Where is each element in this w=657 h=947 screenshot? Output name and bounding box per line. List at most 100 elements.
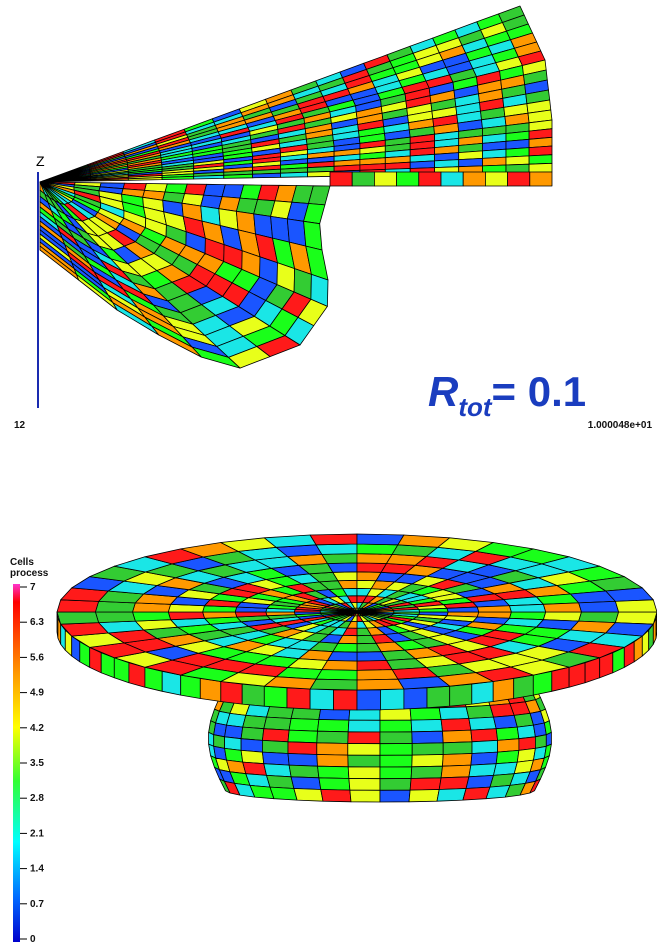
mesh-cell [181, 675, 201, 698]
mesh-cell [288, 754, 318, 767]
mesh-cell [348, 720, 380, 732]
mesh-cell [235, 612, 267, 617]
mesh-cell [443, 730, 473, 743]
mesh-cell [349, 779, 380, 791]
colorbar-tick-label: 4.9 [30, 688, 44, 699]
mesh-cell [443, 754, 473, 767]
visualization: Z 12 Rtot= 0.1 1.000048e+01 Cells proces… [0, 0, 657, 947]
mesh-cell [472, 740, 498, 753]
mesh-cell [543, 603, 581, 612]
mesh-cell [380, 767, 412, 779]
mesh-cell [95, 612, 135, 623]
mesh-cell [441, 719, 471, 732]
mesh-cell [350, 790, 380, 802]
colorbar-tick-label: 1.4 [30, 864, 44, 875]
mesh-cell [437, 789, 466, 802]
mesh-cell [281, 172, 308, 177]
mesh-cell [221, 682, 242, 705]
mesh-cell [506, 164, 529, 173]
mesh-cell [318, 720, 349, 732]
mesh-cell [266, 612, 295, 616]
mesh-cell [496, 750, 519, 763]
mesh-cell [409, 790, 439, 802]
mesh-cell [225, 725, 243, 739]
mesh-cell [530, 172, 552, 186]
mesh-cell [289, 765, 319, 778]
mesh-cell [264, 717, 291, 730]
mesh-cell [357, 670, 398, 680]
colorbar-tick-label: 7 [30, 582, 36, 593]
mesh-cell [485, 172, 507, 186]
mesh-cell [200, 679, 221, 702]
mesh-cell [615, 600, 657, 612]
mesh-cell [410, 708, 441, 720]
mesh-cell [322, 661, 357, 671]
mesh-cell [496, 727, 519, 740]
colorbar-ticks: 76.35.64.94.23.52.82.11.40.70 [20, 582, 44, 945]
mesh-cell [419, 172, 441, 186]
mesh-cell [435, 160, 459, 168]
mesh-cell [404, 688, 427, 709]
colorbar-tick-label: 3.5 [30, 758, 44, 769]
colorbar-tick-label: 0.7 [30, 899, 44, 910]
mesh-cell [466, 705, 493, 718]
mesh-cell [412, 743, 443, 755]
mesh-cell [529, 155, 552, 165]
mesh-cell [517, 725, 535, 739]
rtot-symbol: R [428, 368, 459, 415]
mesh-cell [310, 679, 357, 690]
legend-title: Cells [10, 557, 34, 568]
mesh-cell [514, 675, 534, 698]
mesh-cell [506, 156, 529, 165]
mesh-cell [427, 686, 450, 708]
mesh-cell [579, 601, 619, 612]
mesh-cell [380, 720, 412, 732]
mesh-cell [264, 764, 291, 777]
mesh-cell [318, 766, 349, 778]
mesh-cell [357, 544, 398, 554]
mesh-cell [348, 744, 380, 756]
mesh-cell [439, 707, 469, 720]
mesh-cell [419, 608, 448, 612]
mesh-cell [469, 764, 496, 777]
mesh-cell [241, 750, 264, 763]
mesh-cell [243, 715, 267, 728]
mesh-cell [357, 652, 387, 661]
mesh-cell [348, 767, 380, 779]
mesh-cell [411, 766, 442, 778]
mesh-cell [262, 740, 288, 753]
mesh-cell [241, 727, 264, 740]
mesh-cell [380, 744, 412, 756]
mesh-cell [412, 731, 443, 743]
mesh-cell [185, 184, 207, 195]
time-label: 1.000048e+01 [588, 420, 653, 431]
colorbar-tick-label: 6.3 [30, 617, 44, 628]
mesh-cell [498, 739, 519, 752]
mesh-cell [330, 172, 352, 186]
rtot-subscript: tot [458, 392, 493, 422]
legend-title: process [10, 568, 49, 579]
mesh-cell [334, 690, 358, 710]
mesh-cell [194, 175, 224, 179]
mesh-cell [310, 534, 357, 545]
mesh-cell [441, 172, 463, 186]
mesh-cell [472, 682, 493, 705]
mesh-cell [459, 158, 483, 166]
mesh-cell [262, 752, 289, 765]
mesh-cell [380, 779, 411, 791]
mesh-cell [529, 163, 552, 172]
mesh-cell [411, 720, 442, 732]
mesh-cell [317, 731, 348, 743]
colorbar-tick-label: 2.1 [30, 828, 44, 839]
mesh-cell [483, 157, 507, 166]
mesh-cell [494, 715, 518, 728]
mesh-cell [463, 172, 485, 186]
mesh-cell [381, 689, 404, 710]
mesh-cell [316, 544, 357, 554]
mesh-cell [615, 612, 657, 624]
colorbar-tick-label: 0 [30, 934, 36, 945]
bottom-mesh [57, 534, 657, 802]
mesh-cell [133, 612, 171, 621]
top-mesh [40, 6, 552, 368]
mesh-cell [270, 787, 297, 800]
